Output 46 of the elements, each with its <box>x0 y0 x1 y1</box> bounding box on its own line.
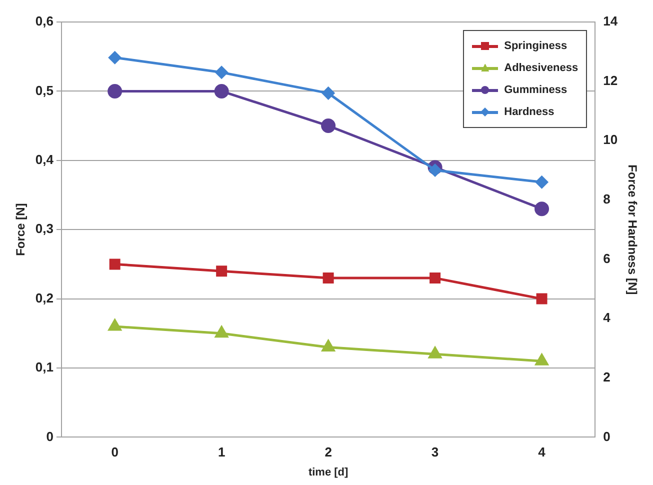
legend-label: Springiness <box>504 40 568 52</box>
x-tick-label: 0 <box>111 444 118 460</box>
point <box>108 84 122 98</box>
point <box>321 118 336 134</box>
point <box>534 202 550 216</box>
x-tick-label: 1 <box>218 444 226 460</box>
y2-tick-label: 14 <box>603 14 618 29</box>
y-tick-label: 0,1 <box>35 360 54 375</box>
x-axis-title: time [d] <box>308 466 348 478</box>
point <box>536 293 548 304</box>
point <box>109 258 120 270</box>
point <box>322 340 335 352</box>
point <box>108 51 122 64</box>
y2-tick-label: 10 <box>603 132 618 148</box>
point <box>428 164 442 177</box>
y-tick-label: 0,3 <box>35 221 54 236</box>
legend-label: Adhesiveness <box>504 62 578 74</box>
point <box>322 86 335 100</box>
y-axis-title: Force [N] <box>14 203 28 256</box>
y2-axis-title: Force for Hardness [N] <box>625 164 640 295</box>
point <box>428 346 442 358</box>
y-tick-label: 0,2 <box>35 290 54 306</box>
y2-tick-label: 4 <box>603 310 612 326</box>
y2-tick-label: 0 <box>603 428 610 444</box>
y2-tick-label: 8 <box>603 192 610 207</box>
y-tick-label: 0 <box>46 428 54 444</box>
point <box>215 326 228 338</box>
legend-label: Gumminess <box>504 84 568 96</box>
x-tick-label: 3 <box>431 444 439 460</box>
y-tick-label: 0,6 <box>35 14 54 29</box>
legend-label: Hardness <box>504 106 554 118</box>
point <box>216 266 228 277</box>
y-tick-label: 0,4 <box>35 152 54 167</box>
x-tick-label: 4 <box>538 444 546 460</box>
point <box>322 272 334 284</box>
point <box>535 354 548 366</box>
point <box>214 84 229 98</box>
y2-tick-label: 2 <box>603 369 610 384</box>
y2-tick-label: 12 <box>603 72 618 88</box>
point <box>536 176 548 188</box>
y-tick-label: 0,5 <box>35 82 54 98</box>
point <box>108 319 122 331</box>
y2-tick-label: 6 <box>603 250 610 266</box>
point <box>215 66 228 79</box>
point <box>430 272 441 284</box>
x-tick-label: 2 <box>324 444 332 460</box>
